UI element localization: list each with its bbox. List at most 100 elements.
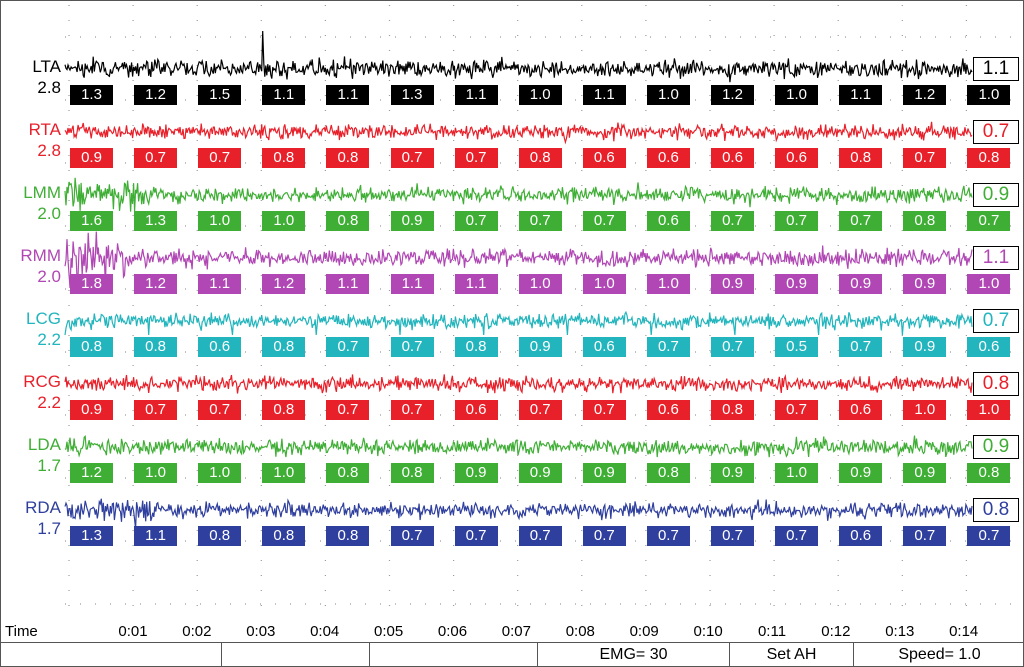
value-cell: 1.5 [198,85,242,105]
value-cell: 1.0 [518,85,562,105]
value-cell: 1.3 [70,526,113,546]
time-tick: 0:14 [949,623,979,640]
value-cell: 0.7 [390,337,434,357]
set-mode-button[interactable]: Set AH [729,643,853,667]
value-cell: 0.6 [198,337,242,357]
value-cell: 0.7 [775,211,819,231]
current-value-rcg: 0.8 [973,372,1019,396]
value-cell: 0.8 [326,148,370,168]
value-cell: 0.6 [646,211,690,231]
value-cell: 0.7 [454,211,498,231]
channel-gain-lta[interactable]: 2.8 [37,78,61,97]
value-cell: 1.0 [646,274,690,294]
channel-gain-rta[interactable]: 2.8 [37,141,61,160]
value-cell: 0.8 [646,463,690,483]
value-cell: 1.0 [134,463,178,483]
value-cell: 0.7 [326,400,370,420]
value-cell: 0.7 [711,526,754,546]
value-cell: 0.7 [839,337,883,357]
waveform-lcg [64,310,973,336]
value-cell: 0.7 [711,211,754,231]
status-cell-3 [369,643,537,667]
channel-gain-rmm[interactable]: 2.0 [37,267,61,286]
value-cell: 1.2 [134,85,178,105]
current-value-rta: 0.7 [973,120,1019,144]
value-cell: 0.7 [134,400,178,420]
value-cell: 1.2 [134,274,178,294]
value-cell: 1.2 [711,85,754,105]
value-cell: 0.7 [839,211,883,231]
waveform-lta [64,30,973,83]
value-cell: 0.7 [134,148,178,168]
value-cell: 0.9 [518,337,562,357]
current-value-lda: 0.9 [973,435,1019,459]
value-cell: 1.0 [967,400,1011,420]
value-cell: 1.2 [903,85,947,105]
value-cell: 1.1 [198,274,242,294]
channel-name-lda: LDA [27,435,61,454]
value-cell: 0.8 [70,337,113,357]
value-cell: 0.9 [711,274,754,294]
value-cell: 1.0 [582,274,626,294]
value-cell: 0.7 [775,526,819,546]
value-cell: 0.8 [967,148,1011,168]
time-tick: 0:11 [757,623,787,640]
channel-name-lmm: LMM [23,183,61,202]
speed-status[interactable]: Speed= 1.0 [853,643,1024,667]
value-cell: 0.9 [518,463,562,483]
channel-gain-lmm[interactable]: 2.0 [37,204,61,223]
value-cell: 1.1 [582,85,626,105]
time-tick: 0:02 [182,623,212,640]
value-cell: 0.7 [390,526,434,546]
value-cell: 0.6 [711,148,754,168]
waveform-rda [64,498,973,529]
status-cell-1 [1,643,221,667]
value-cell: 1.0 [518,274,562,294]
value-cell: 1.1 [326,85,370,105]
time-tick: 0:09 [629,623,659,640]
channel-gain-rda[interactable]: 1.7 [37,519,61,538]
channel-gain-lcg[interactable]: 2.2 [37,330,61,349]
value-cell: 0.8 [326,526,370,546]
value-cell: 1.1 [454,274,498,294]
value-cell: 0.6 [582,148,626,168]
value-cell: 1.0 [967,274,1011,294]
value-cell: 0.9 [775,274,819,294]
time-tick: 0:10 [693,623,723,640]
channel-gain-rcg[interactable]: 2.2 [37,393,61,412]
value-cell: 0.6 [775,148,819,168]
value-cell: 0.7 [903,148,947,168]
value-cell: 1.0 [903,400,947,420]
value-cell: 0.7 [775,400,819,420]
value-cell: 0.7 [454,526,498,546]
value-cell: 0.7 [646,337,690,357]
value-cell: 1.0 [967,85,1011,105]
value-cell: 0.8 [326,211,370,231]
value-cell: 0.7 [518,526,562,546]
value-cell: 0.7 [967,526,1011,546]
value-cell: 0.7 [518,400,562,420]
value-cell: 1.1 [454,85,498,105]
time-tick: 0:04 [310,623,340,640]
current-value-lta: 1.1 [973,57,1019,81]
value-cell: 1.0 [198,463,242,483]
waveform-rmm [64,231,973,289]
value-cell: 0.8 [711,400,754,420]
value-cell: 0.7 [390,400,434,420]
time-tick: 0:13 [885,623,915,640]
value-cell: 0.6 [839,526,883,546]
value-cell: 0.7 [582,400,626,420]
channel-gain-lda[interactable]: 1.7 [37,456,61,475]
value-cell: 0.9 [839,463,883,483]
time-tick: 0:03 [246,623,276,640]
value-cell: 1.8 [70,274,113,294]
value-cell: 0.7 [582,526,626,546]
value-cell: 0.8 [262,337,306,357]
value-cell: 1.0 [262,463,306,483]
value-cell: 0.7 [582,211,626,231]
channel-name-rmm: RMM [20,246,61,265]
value-cell: 1.3 [134,211,178,231]
status-cell-2 [221,643,369,667]
value-cell: 0.6 [646,148,690,168]
value-cell: 0.9 [903,463,947,483]
